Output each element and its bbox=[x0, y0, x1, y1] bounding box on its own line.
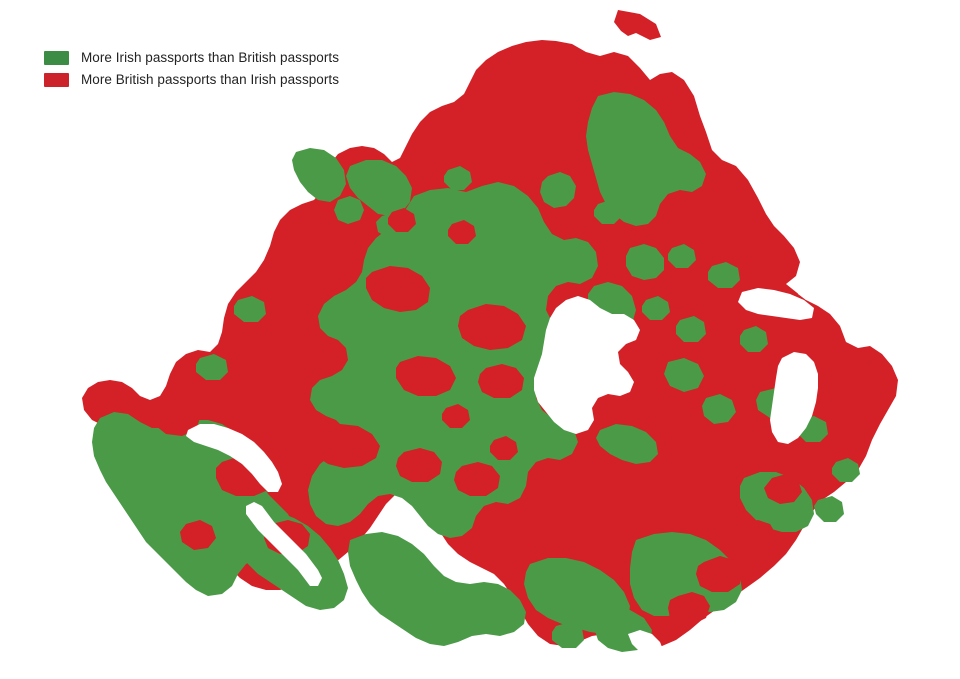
region-lough-neagh-south-fringe bbox=[596, 424, 658, 464]
region-red-inlier-north-tiny-a bbox=[388, 208, 416, 232]
region-red-inlier-cookstown bbox=[458, 304, 526, 350]
legend-label-british-majority: More British passports than Irish passpo… bbox=[81, 71, 340, 87]
region-red-inlier-banbridge bbox=[604, 482, 664, 522]
region-red-inlier-mid-tiny-b bbox=[442, 404, 470, 428]
region-green-fleck-b bbox=[502, 202, 534, 228]
region-red-inlier-aughnacloy bbox=[454, 462, 500, 496]
region-red-inlier-dungannon bbox=[396, 356, 456, 396]
region-red-inlier-mid-tiny-c bbox=[490, 436, 518, 460]
region-red-inlier-west-small-b bbox=[180, 520, 216, 550]
region-glens-of-antrim bbox=[586, 92, 706, 226]
legend-swatch-green bbox=[44, 50, 69, 65]
region-red-inlier-north-tiny-b bbox=[448, 220, 476, 244]
water-larne-inlet bbox=[798, 282, 822, 300]
legend-item-irish-majority: More Irish passports than British passpo… bbox=[44, 48, 339, 67]
region-tyrone-islet-a bbox=[334, 196, 364, 224]
legend-label-irish-majority: More Irish passports than British passpo… bbox=[81, 49, 340, 65]
region-neagh-east-islet-a bbox=[664, 358, 704, 392]
map-british-majority-inliers bbox=[156, 208, 802, 624]
region-south-down-mournes bbox=[630, 532, 742, 616]
region-green-fleck-a bbox=[444, 166, 472, 190]
region-green-fleck-i bbox=[468, 602, 500, 628]
region-red-inlier-clogher bbox=[312, 424, 380, 468]
region-red-inlier-fivemiletown bbox=[396, 448, 442, 482]
map-irish-majority-flecks bbox=[196, 166, 860, 648]
region-west-tyrone bbox=[346, 160, 412, 216]
water-strangford-lough bbox=[770, 352, 818, 444]
region-green-fleck-l bbox=[668, 244, 696, 268]
region-neagh-west-fleck-a bbox=[642, 296, 670, 320]
region-green-fleck-c bbox=[594, 200, 622, 224]
region-red-inlier-saintfield bbox=[764, 474, 802, 504]
water-carlingford-lough bbox=[628, 630, 664, 660]
region-red-inlier-south-down-a bbox=[696, 556, 742, 592]
region-antrim-coast-green bbox=[740, 326, 768, 352]
region-green-fleck-h bbox=[196, 354, 228, 380]
region-toome-randalstown bbox=[626, 244, 664, 280]
region-down-coast-strip bbox=[814, 496, 844, 522]
region-red-inlier-south-down-b bbox=[668, 592, 710, 624]
region-red-inlier-armagh-city bbox=[524, 492, 582, 532]
water-lower-lough-erne bbox=[186, 424, 282, 492]
water-upper-lough-erne bbox=[246, 502, 322, 586]
map-legend: More Irish passports than British passpo… bbox=[44, 48, 339, 92]
region-green-fleck-j bbox=[552, 622, 584, 648]
region-neagh-east-islet-b bbox=[702, 394, 736, 424]
water-lough-neagh bbox=[534, 296, 640, 434]
map-water-layer bbox=[186, 282, 822, 660]
region-red-inlier-west-small-a bbox=[156, 404, 200, 436]
region-red-inlier-omagh bbox=[366, 266, 430, 312]
legend-item-british-majority: More British passports than Irish passpo… bbox=[44, 70, 339, 89]
region-green-fleck-k bbox=[832, 458, 860, 482]
region-green-fleck-g bbox=[234, 296, 266, 322]
region-red-inlier-magherafelt bbox=[478, 364, 524, 398]
region-green-fleck-d bbox=[708, 262, 740, 288]
water-belfast-lough bbox=[738, 288, 814, 320]
region-north-antrim-notch bbox=[540, 172, 576, 208]
legend-swatch-red bbox=[44, 72, 69, 87]
region-red-inlier-castlewellan bbox=[738, 520, 776, 552]
region-neagh-west-fleck-b bbox=[676, 316, 706, 342]
region-derry-city bbox=[292, 148, 346, 202]
